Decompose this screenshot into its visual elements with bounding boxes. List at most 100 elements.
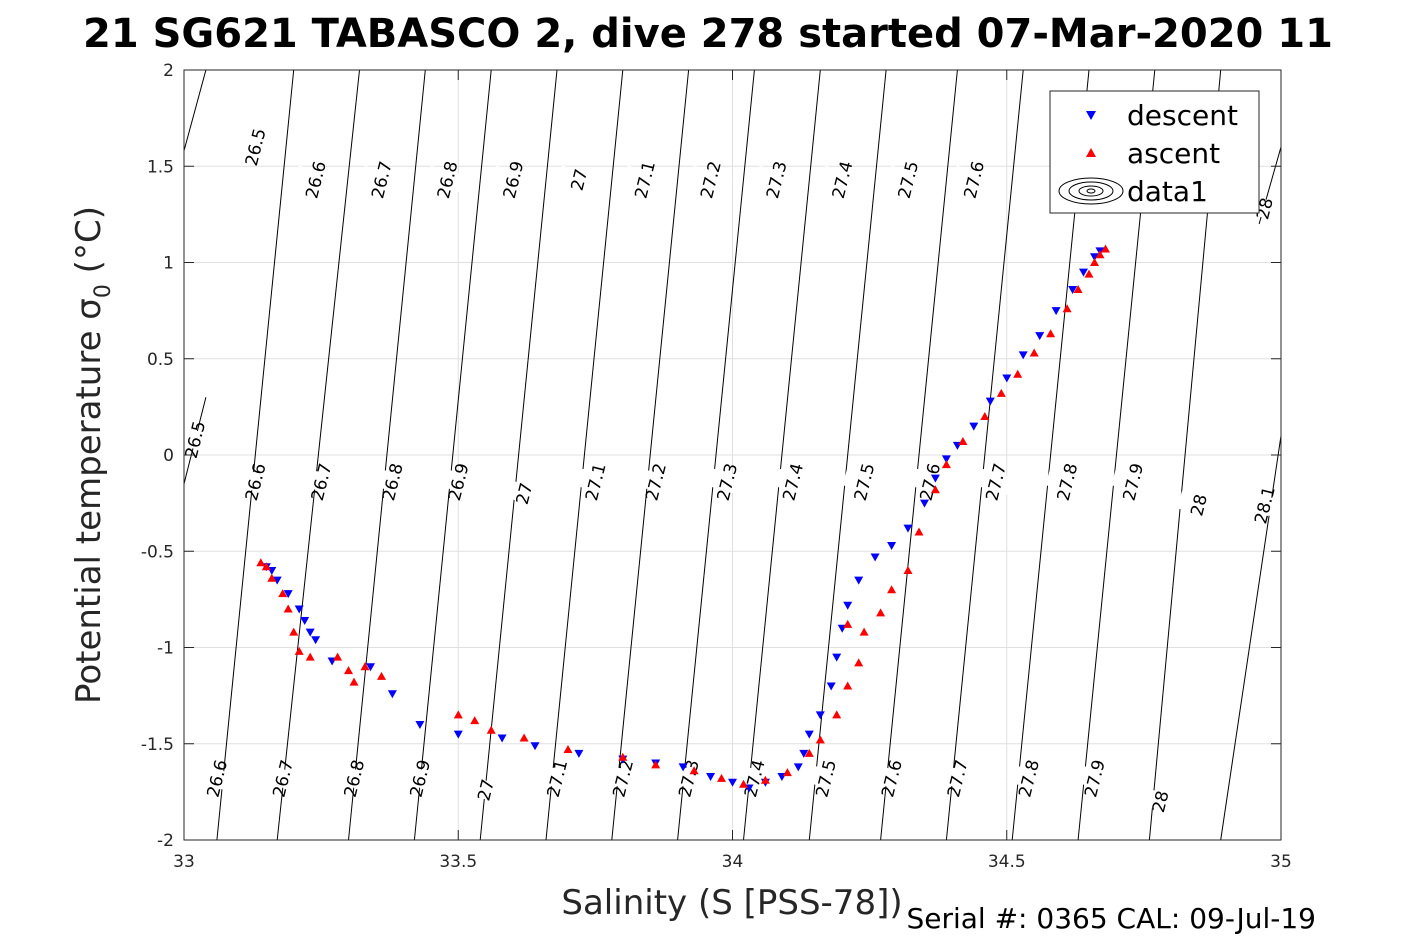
- descent-point-38: [941, 455, 951, 464]
- density-contour-13: [945, 69, 1024, 841]
- contour-label-bg: [463, 775, 508, 805]
- contour-label-bg: [370, 467, 415, 497]
- descent-point-2: [272, 576, 282, 585]
- descent-point-3: [283, 590, 293, 599]
- y-axis-label-sigma: σ: [69, 298, 109, 320]
- descent-point-15: [574, 749, 584, 758]
- ascent-point-22: [739, 779, 748, 788]
- density-contour-7: [545, 69, 624, 841]
- legend-descent-marker: [1086, 111, 1096, 120]
- ascent-series: [256, 244, 1110, 788]
- descent-point-44: [1035, 332, 1045, 341]
- descent-point-41: [985, 397, 995, 406]
- ascent-point-25: [804, 748, 814, 757]
- contour-label-bg: [908, 467, 952, 497]
- ascent-point-15: [486, 725, 496, 734]
- contour-label-bg: [623, 165, 667, 194]
- legend-ascent-label: ascent: [1127, 137, 1220, 170]
- contour-label-bg: [869, 764, 914, 793]
- ascent-point-0: [256, 558, 266, 567]
- ascent-point-23: [760, 775, 770, 784]
- density-contour-5: [413, 69, 492, 841]
- x-tick-label-1: 33.5: [439, 852, 477, 872]
- y-tick-label-0: -2: [157, 831, 174, 851]
- y-tick-label-3: -0.5: [141, 542, 174, 562]
- ascent-point-10: [349, 677, 359, 686]
- ascent-point-35: [914, 527, 924, 536]
- contour-label-bg: [688, 165, 733, 194]
- contour-label-bg: [886, 165, 930, 194]
- contour-label-bg: [233, 467, 278, 497]
- contour-label-bg: [935, 764, 980, 793]
- contour-label-bg: [535, 764, 579, 793]
- y-tick-label-2: -1: [157, 639, 174, 659]
- x-tick-label-0: 33: [173, 852, 195, 872]
- ascent-point-4: [283, 604, 293, 613]
- ascent-point-11: [360, 662, 370, 671]
- density-contour-8: [611, 69, 690, 841]
- ascent-point-14: [470, 716, 480, 725]
- descent-point-33: [870, 553, 880, 562]
- ascent-point-43: [1046, 329, 1056, 338]
- density-contour-2: [216, 69, 295, 841]
- ascent-point-19: [651, 760, 661, 769]
- ascent-point-45: [1073, 285, 1083, 293]
- legend-data1-label: data1: [1127, 175, 1208, 208]
- y-tick-label-1: -1.5: [141, 735, 174, 755]
- descent-point-10: [387, 690, 397, 699]
- y-axis-label: Potential temperature σ0 (°C): [69, 206, 116, 704]
- y-axis-label-main: Potential temperature: [69, 331, 109, 704]
- legend: descent ascent data1: [1049, 90, 1260, 214]
- contour-label-bg: [1177, 490, 1221, 520]
- x-axis-ticks: 33 33.5 34 34.5 35: [173, 70, 1292, 872]
- ascent-point-31: [859, 627, 869, 636]
- ascent-point-36: [930, 485, 940, 494]
- contour-label-bg: [293, 165, 338, 194]
- contour-label-bg: [666, 764, 711, 793]
- descent-point-36: [920, 499, 929, 508]
- descent-point-29: [832, 653, 842, 662]
- descent-point-25: [799, 749, 809, 758]
- contour-label-bg: [502, 479, 546, 508]
- contour-label-bg: [974, 467, 1018, 497]
- descent-point-40: [969, 422, 979, 431]
- contour-label-bg: [261, 764, 305, 793]
- contour-label-bg: [601, 764, 645, 793]
- contour-label-bg: [1138, 787, 1183, 816]
- chart-title: 21 SG621 TABASCO 2, dive 278 started 07-…: [83, 11, 1333, 57]
- descent-point-20: [728, 778, 737, 787]
- contour-label-bg: [705, 467, 749, 497]
- contour-label-bg: [952, 165, 996, 194]
- ascent-point-33: [887, 585, 897, 594]
- descent-point-48: [1090, 253, 1099, 262]
- descent-point-32: [854, 576, 864, 585]
- descent-point-26: [804, 730, 814, 739]
- density-contour-9: [677, 69, 755, 841]
- legend-data1-marker: [1058, 177, 1124, 205]
- ascent-point-1: [261, 562, 271, 571]
- ascent-point-27: [832, 710, 842, 719]
- y-tick-label-6: 1: [163, 254, 174, 274]
- contour-label-bg: [359, 165, 404, 194]
- descent-point-37: [930, 474, 940, 483]
- contour-label-bg: [195, 764, 239, 793]
- ascent-point-26: [815, 735, 825, 744]
- density-contours: [183, 69, 1282, 841]
- contour-label-bg: [1006, 764, 1051, 793]
- contour-label-bg: [804, 764, 848, 793]
- density-contour-0: [183, 69, 207, 151]
- ascent-point-21: [717, 773, 726, 782]
- descent-point-5: [300, 617, 310, 625]
- ascent-point-5: [289, 627, 299, 636]
- y-tick-label-4: 0: [163, 446, 174, 466]
- y-tick-label-8: 2: [163, 61, 174, 81]
- density-contour-4: [348, 69, 426, 841]
- ascent-point-13: [453, 710, 463, 719]
- contour-label-bg: [491, 165, 535, 194]
- descent-point-43: [1018, 351, 1028, 360]
- legend-ascent-marker: [1086, 148, 1096, 157]
- legend-descent-label: descent: [1127, 99, 1238, 132]
- legend-box: [1049, 90, 1260, 214]
- contour-label-bg: [299, 467, 343, 497]
- contour-label-bg: [1111, 467, 1155, 497]
